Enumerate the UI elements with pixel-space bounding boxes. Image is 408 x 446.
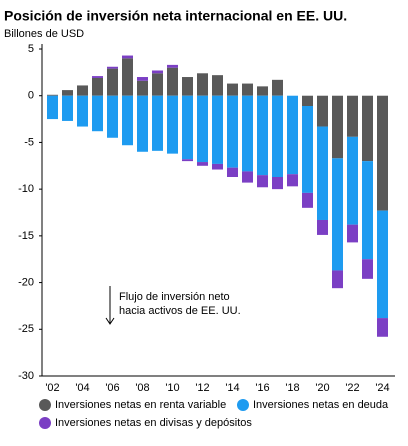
y-tick-label: 5 — [28, 43, 34, 55]
bar — [122, 55, 133, 59]
y-tick-label: -30 — [18, 370, 34, 382]
bar — [272, 176, 283, 190]
legend-label: Inversiones netas en deuda — [253, 399, 389, 411]
bar — [92, 95, 103, 132]
legend-marker — [237, 399, 249, 411]
bar — [197, 162, 208, 166]
bar — [377, 318, 388, 337]
bar — [332, 95, 343, 159]
bar — [257, 95, 268, 176]
x-tick-label: '10 — [165, 382, 179, 394]
bar — [77, 85, 88, 96]
y-tick-label: -5 — [24, 136, 34, 148]
bar — [107, 66, 118, 69]
bar — [212, 75, 223, 96]
x-tick-label: '12 — [195, 382, 209, 394]
bar — [167, 64, 178, 68]
bar — [332, 158, 343, 271]
bar — [287, 95, 298, 175]
bar — [62, 90, 73, 96]
bar — [122, 58, 133, 96]
bar — [152, 73, 163, 96]
bar — [182, 159, 193, 162]
bar — [167, 67, 178, 96]
bar — [272, 79, 283, 96]
bar — [317, 219, 328, 235]
y-tick-label: -25 — [18, 323, 34, 335]
bar — [167, 95, 178, 154]
x-tick-label: '02 — [45, 382, 59, 394]
bar — [377, 210, 388, 319]
bar — [62, 95, 73, 121]
bar — [92, 76, 103, 78]
bar — [362, 95, 373, 162]
bar — [137, 77, 148, 81]
legend-marker — [39, 417, 51, 429]
bar — [332, 270, 343, 289]
bar — [302, 192, 313, 208]
bar — [107, 95, 118, 138]
x-tick-label: '14 — [225, 382, 239, 394]
bar — [212, 163, 223, 170]
bar — [257, 86, 268, 96]
bar — [347, 224, 358, 243]
x-tick-label: '20 — [315, 382, 329, 394]
x-tick-label: '06 — [105, 382, 119, 394]
legend-label: Inversiones netas en renta variable — [55, 399, 226, 411]
x-tick-label: '24 — [375, 382, 389, 394]
bar — [152, 95, 163, 151]
x-tick-label: '18 — [285, 382, 299, 394]
x-tick-label: '16 — [255, 382, 269, 394]
bar — [122, 95, 133, 146]
bar — [317, 95, 328, 127]
bar — [242, 83, 253, 96]
bar — [347, 95, 358, 137]
x-tick-label: '22 — [345, 382, 359, 394]
chart-title: Posición de inversión neta internacional… — [4, 8, 347, 24]
x-tick-label: '08 — [135, 382, 149, 394]
bar — [137, 95, 148, 152]
y-tick-label: -20 — [18, 276, 34, 288]
bar — [47, 94, 58, 96]
bar — [362, 259, 373, 279]
bar — [317, 126, 328, 220]
bar — [197, 95, 208, 163]
bar — [152, 70, 163, 74]
bar — [362, 161, 373, 260]
x-tick-label: '04 — [75, 382, 89, 394]
arrow-head — [105, 317, 115, 325]
bar — [92, 77, 103, 96]
bar — [257, 175, 268, 188]
bar — [227, 83, 238, 96]
bar — [137, 80, 148, 96]
bar — [197, 73, 208, 96]
bar — [77, 95, 88, 127]
bar — [242, 171, 253, 183]
bar — [212, 95, 223, 164]
legend-label: Inversiones netas en divisas y depósitos — [55, 417, 252, 429]
bar — [242, 95, 253, 172]
annotation: Flujo de inversión neto — [119, 291, 230, 303]
bar — [182, 95, 193, 160]
bar — [287, 174, 298, 187]
bar — [302, 95, 313, 106]
bar — [302, 105, 313, 193]
bar — [377, 95, 388, 211]
y-tick-label: -10 — [18, 183, 34, 195]
legend-marker — [39, 399, 51, 411]
bar — [47, 95, 58, 120]
bar — [107, 68, 118, 96]
chart-subtitle: Billones de USD — [4, 28, 84, 40]
annotation: hacia activos de EE. UU. — [119, 305, 241, 317]
bar — [227, 95, 238, 168]
bar — [272, 95, 283, 177]
y-tick-label: -15 — [18, 230, 34, 242]
bar — [227, 167, 238, 177]
bar — [182, 77, 193, 96]
bar — [347, 136, 358, 225]
y-tick-label: 0 — [28, 90, 34, 102]
